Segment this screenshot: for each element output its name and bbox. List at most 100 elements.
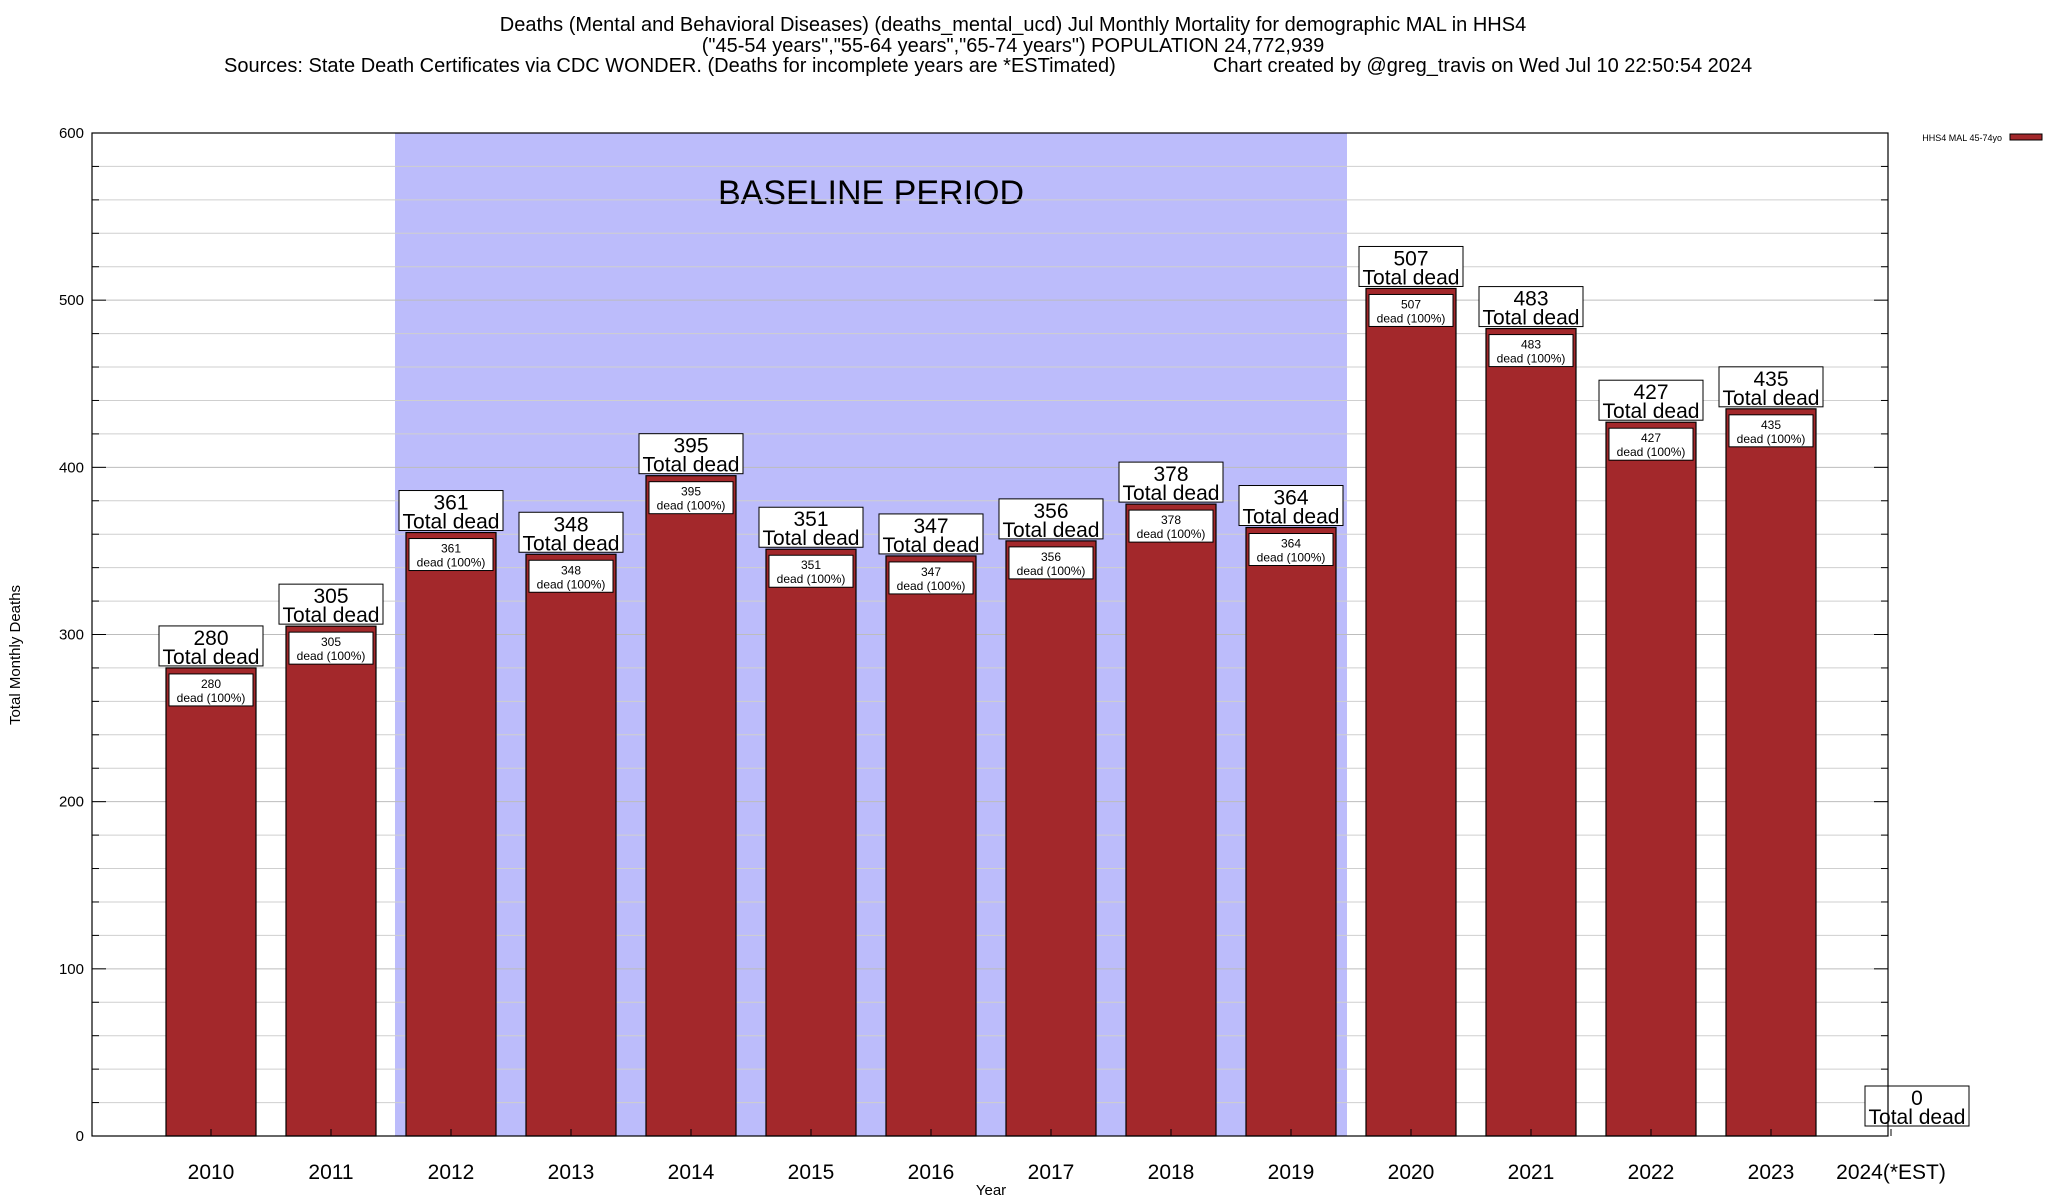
bar: [1485, 327, 1577, 1137]
inner-label-value: 364: [1281, 537, 1301, 551]
inner-label-text: dead (100%): [657, 499, 726, 513]
top-label-value: 364: [1273, 487, 1308, 510]
top-label-value: 483: [1513, 288, 1548, 311]
title-line-1: Deaths (Mental and Behavioral Diseases) …: [500, 14, 1526, 36]
x-tick-label: 2019: [1268, 1161, 1315, 1184]
top-label-text: Total dead: [1123, 482, 1220, 505]
top-label-text: Total dead: [643, 454, 740, 477]
inner-label-box: [1128, 509, 1214, 543]
x-tick-label: 2014: [668, 1161, 715, 1184]
y-axis-label: Total Monthly Deaths: [7, 585, 24, 725]
title-line-2: ("45-54 years","55-64 years","65-74 year…: [702, 35, 1325, 57]
top-label-text: Total dead: [763, 527, 860, 550]
top-label-box: [758, 506, 864, 548]
top-label-box: [1478, 286, 1584, 328]
inner-label-box: [1728, 414, 1814, 448]
top-label-text: Total dead: [523, 532, 620, 555]
y-tick-label: 600: [59, 125, 84, 142]
inner-label-text: dead (100%): [1257, 551, 1326, 565]
top-label-box: [1118, 461, 1224, 503]
bars: [165, 287, 1817, 1137]
top-label-text: Total dead: [403, 511, 500, 534]
top-label-box: [998, 498, 1104, 540]
inner-label-text: dead (100%): [1737, 432, 1806, 446]
inner-label-text: dead (100%): [1497, 352, 1566, 366]
top-label-value: 351: [793, 508, 828, 531]
inner-label-text: dead (100%): [777, 572, 846, 586]
bar: [1125, 503, 1217, 1137]
top-label-text: Total dead: [1243, 506, 1340, 529]
top-label-value: 0: [1911, 1087, 1923, 1110]
inner-label-text: dead (100%): [1377, 311, 1446, 325]
y-tick-label: 200: [59, 794, 84, 811]
top-label-text: Total dead: [1483, 307, 1580, 330]
inner-label-box: [1008, 546, 1094, 580]
inner-label-value: 378: [1161, 513, 1181, 527]
y-tick-label: 500: [59, 292, 84, 309]
top-label-text: Total dead: [1363, 266, 1460, 289]
x-tick-label: 2011: [308, 1161, 353, 1184]
x-tick-label: 2015: [788, 1161, 835, 1184]
inner-label-box: [1368, 293, 1454, 327]
x-tick-label: 2024(*EST): [1836, 1161, 1946, 1184]
inner-label-text: dead (100%): [1137, 527, 1206, 541]
top-label-value: 395: [673, 435, 708, 458]
inner-label-value: 348: [561, 563, 581, 577]
inner-label-text: dead (100%): [897, 579, 966, 593]
x-tick-label: 2016: [908, 1161, 955, 1184]
top-label-text: Total dead: [1003, 519, 1100, 542]
bar: [525, 553, 617, 1137]
bar: [285, 625, 377, 1137]
bar: [645, 475, 737, 1137]
inner-label-value: 280: [201, 677, 221, 691]
top-label-box: [638, 433, 744, 475]
chart-title: Deaths (Mental and Behavioral Diseases) …: [224, 14, 1752, 77]
grid: [92, 132, 1888, 1137]
bar: [1245, 526, 1337, 1137]
top-label-text: Total dead: [163, 646, 260, 669]
x-axis-ticks: 2010 2011 2012 2013 2014 2015 2016 2017 2018 2019…: [188, 1129, 1946, 1184]
legend-entry-label: HHS4 MAL 45-74yo: [1922, 133, 2002, 143]
inner-label-box: [168, 673, 254, 707]
x-axis-label: Year: [976, 1182, 1006, 1199]
inner-label-value: 395: [681, 485, 701, 499]
top-label-box: [1718, 366, 1824, 408]
title-line-4: Chart created by @greg_travis on Wed Jul…: [1213, 55, 1752, 77]
plot-frame: [91, 132, 1889, 1137]
top-label-value: 305: [313, 585, 348, 608]
top-label-box: [878, 513, 984, 555]
inner-label-value: 356: [1041, 550, 1061, 564]
legend-swatch: [2009, 133, 2043, 141]
title-line-3: Sources: State Death Certificates via CD…: [224, 55, 1116, 77]
inner-label-box: [1488, 334, 1574, 368]
inner-label-value: 305: [321, 635, 341, 649]
x-tick-label: 2021: [1508, 1161, 1555, 1184]
top-label-value: 280: [193, 627, 228, 650]
bar: [885, 555, 977, 1137]
bar: [765, 548, 857, 1137]
inner-label-value: 483: [1521, 338, 1541, 352]
top-label-box: [1864, 1085, 1970, 1127]
top-label-text: Total dead: [1723, 387, 1820, 410]
inner-label-value: 347: [921, 565, 941, 579]
